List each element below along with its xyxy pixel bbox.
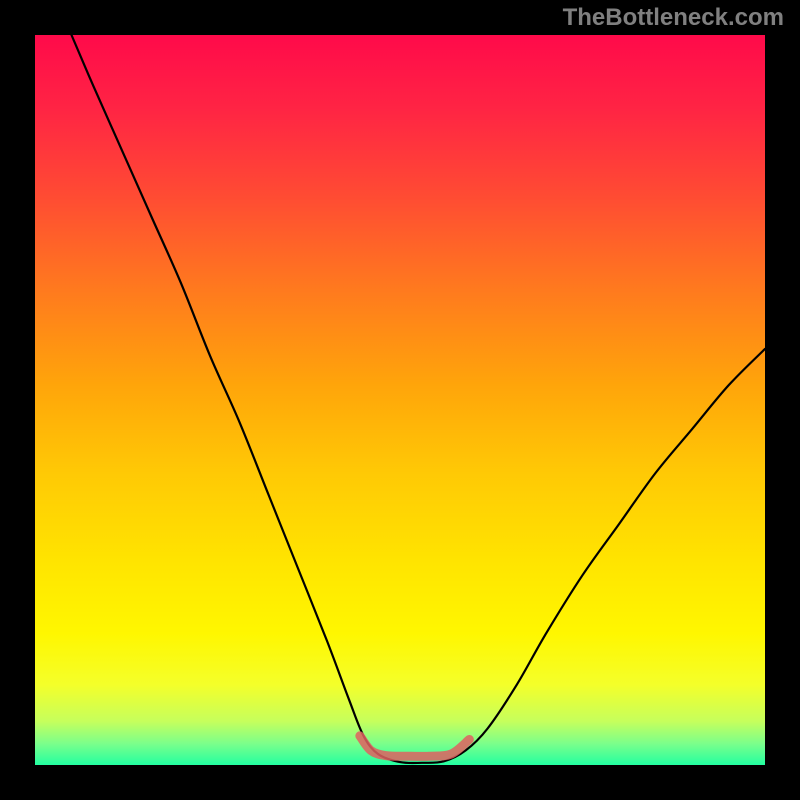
bottleneck-chart	[0, 0, 800, 800]
watermark: TheBottleneck.com	[563, 4, 784, 32]
watermark-text: TheBottleneck.com	[563, 4, 784, 31]
chart-frame: TheBottleneck.com	[0, 0, 800, 800]
plot-background	[35, 35, 765, 765]
